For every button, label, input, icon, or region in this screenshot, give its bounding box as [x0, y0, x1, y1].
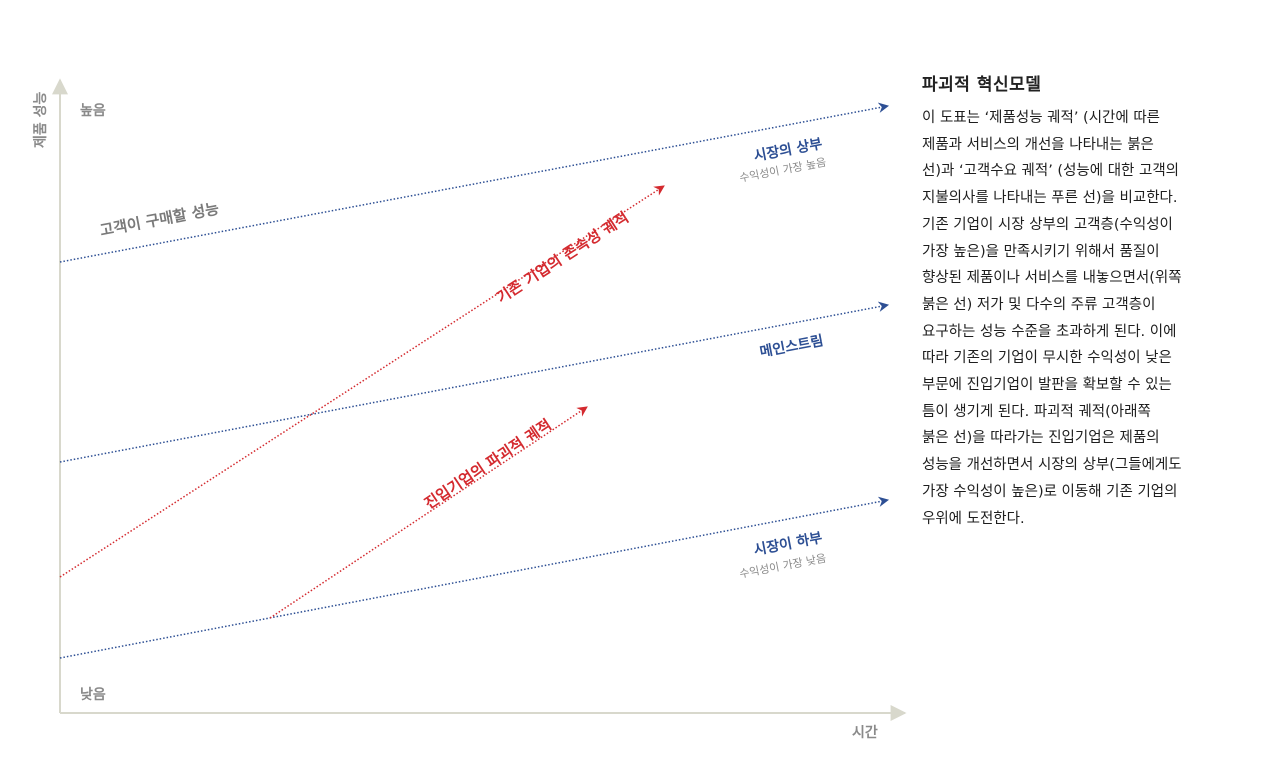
- description-line: 붉은 선)을 따라가는 진입기업은 제품의: [922, 430, 1160, 447]
- diagram-canvas: [52, 78, 907, 721]
- description-line: 기존 기업이 시장 상부의 고객층(수익성이: [922, 216, 1173, 233]
- description-line: 선)과 ‘고객수요 궤적’ (성능에 대한 고객의: [922, 163, 1180, 180]
- description-line: 향상된 제품이나 서비스를 내놓으면서(위쪽: [922, 270, 1182, 287]
- y-axis-label: 제품 성능: [33, 91, 49, 148]
- x-axis-label: 시간: [852, 725, 878, 741]
- customer-performance-line: [59, 102, 890, 263]
- description-line: 이 도표는 ‘제품성능 궤적’ (시간에 따른: [922, 110, 1161, 126]
- description-line: 가장 수익성이 높은)로 이동해 기존 기업의: [922, 483, 1178, 500]
- lower-market-line: [59, 496, 890, 659]
- description-line: 지불의사를 나타내는 푸른 선)을 비교한다.: [922, 190, 1178, 207]
- sustaining-trajectory-line: [59, 185, 665, 578]
- description-body: 이 도표는 ‘제품성능 궤적’ (시간에 따른 제품과 서비스의 개선을 나타내…: [922, 105, 1262, 532]
- description-line: 우위에 도전한다.: [922, 510, 1025, 527]
- mainstream-line: [59, 301, 890, 463]
- description-line: 붉은 선) 저가 및 다수의 주류 고객층이: [922, 296, 1156, 313]
- disruptive-trajectory-line: [269, 406, 588, 619]
- description-line: 성능을 개선하면서 시장의 상부(그들에게도: [922, 457, 1182, 474]
- description-line: 가장 높은)을 만족시키기 위해서 품질이: [922, 243, 1160, 260]
- description-title: 파괴적 혁신모델: [922, 75, 1042, 95]
- low-label: 낮음: [80, 687, 106, 703]
- description-line: 따라 기존의 기업이 무시한 수익성이 낮은: [922, 350, 1172, 367]
- high-label: 높음: [80, 103, 106, 119]
- description-line: 제품과 서비스의 개선을 나타내는 붉은: [922, 136, 1154, 153]
- description-line: 틈이 생기게 된다. 파괴적 궤적(아래쪽: [922, 403, 1151, 420]
- description-line: 요구하는 성능 수준을 초과하게 된다. 이에: [922, 323, 1177, 340]
- description-line: 부문에 진입기업이 발판을 확보할 수 있는: [922, 377, 1172, 394]
- disruptive-innovation-diagram: 제품 성능 시간 높음 낮음 고객이 구매할 성능 시장의 상부 수익성이 가장…: [33, 78, 907, 741]
- description-panel: 파괴적 혁신모델 이 도표는 ‘제품성능 궤적’ (시간에 따른 제품과 서비스…: [922, 70, 1262, 532]
